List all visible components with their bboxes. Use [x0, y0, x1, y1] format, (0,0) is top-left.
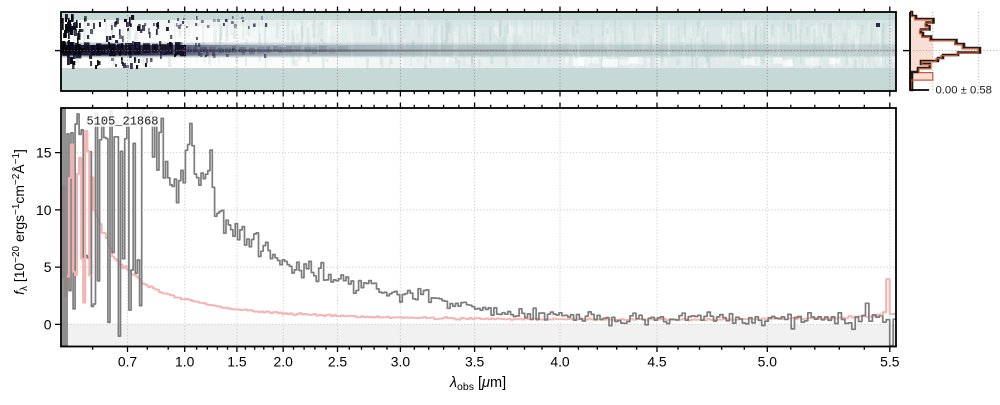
svg-text:fλ [10−20 ergs−1cm−2Å−1]: fλ [10−20 ergs−1cm−2Å−1]: [11, 149, 30, 295]
svg-text:0.00 ± 0.58: 0.00 ± 0.58: [936, 85, 992, 97]
svg-text:2.0: 2.0: [274, 353, 294, 369]
svg-text:5.0: 5.0: [758, 353, 778, 369]
svg-text:1.0: 1.0: [175, 353, 195, 369]
svg-text:4.0: 4.0: [550, 353, 570, 369]
svg-text:5: 5: [44, 259, 52, 275]
svg-text:15: 15: [36, 145, 52, 161]
svg-text:3.0: 3.0: [391, 353, 411, 369]
svg-text:5105_21868: 5105_21868: [87, 115, 159, 129]
svg-text:5.5: 5.5: [880, 353, 900, 369]
svg-text:10: 10: [36, 202, 52, 218]
svg-text:0: 0: [44, 317, 52, 333]
svg-text:1.5: 1.5: [227, 353, 247, 369]
svg-text:0.7: 0.7: [118, 353, 138, 369]
svg-text:3.5: 3.5: [465, 353, 485, 369]
svg-text:2.5: 2.5: [328, 353, 348, 369]
svg-text:4.5: 4.5: [647, 353, 667, 369]
svg-text:λobs [μm]: λobs [μm]: [449, 375, 506, 393]
